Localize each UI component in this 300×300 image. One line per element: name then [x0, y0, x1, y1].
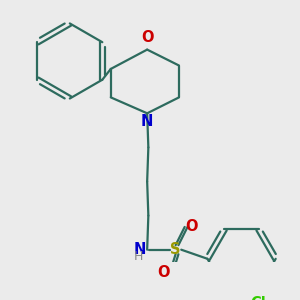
Text: S: S — [170, 242, 181, 257]
Text: N: N — [141, 114, 153, 129]
Text: N: N — [134, 242, 146, 257]
Text: O: O — [185, 219, 198, 234]
Text: O: O — [157, 265, 169, 280]
Text: H: H — [134, 250, 143, 263]
Text: Cl: Cl — [251, 296, 266, 300]
Text: O: O — [141, 30, 153, 45]
